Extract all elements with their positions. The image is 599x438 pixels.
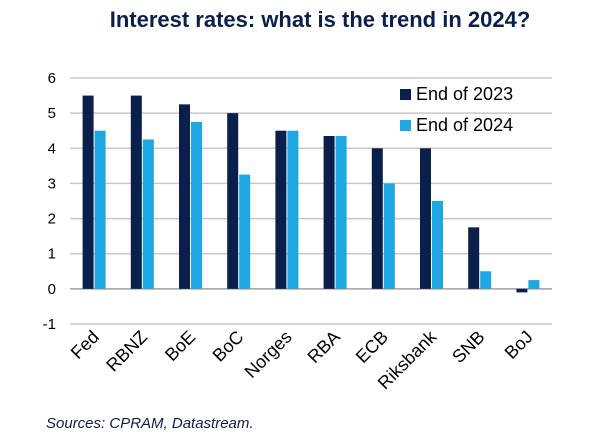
x-tick-label: Norges [241, 327, 296, 382]
bar-norges-end-2023 [275, 130, 287, 289]
bar-ecb-end-2023 [371, 148, 383, 289]
bar-boc-end-2024 [239, 174, 251, 289]
legend-swatch [400, 120, 411, 131]
bars [82, 95, 540, 293]
bar-norges-end-2024 [287, 130, 299, 289]
legend: End of 2023 End of 2024 [400, 84, 513, 135]
bar-ecb-end-2024 [383, 183, 395, 289]
bar-riksbank-end-2024 [432, 201, 443, 289]
bar-fed-end-2024 [94, 130, 106, 289]
bar-snb-end-2024 [480, 271, 492, 289]
y-tick-label: 3 [48, 175, 56, 192]
y-tick-label: 1 [48, 246, 56, 263]
legend-swatch [400, 89, 411, 100]
x-tick-label: RBNZ [102, 327, 151, 376]
x-tick-label: BoJ [501, 327, 537, 363]
bar-rbnz-end-2024 [142, 139, 154, 289]
legend-label: End of 2023 [416, 84, 513, 104]
bar-rbnz-end-2023 [130, 95, 142, 289]
chart-title: Interest rates: what is the trend in 202… [109, 7, 531, 32]
bar-boe-end-2024 [191, 121, 202, 289]
x-tick-label: ECB [352, 327, 392, 367]
bar-rba-end-2023 [323, 135, 335, 289]
x-tick-label: RBA [304, 327, 344, 367]
source-note: Sources: CPRAM, Datastream. [46, 415, 254, 432]
y-tick-label: 4 [48, 140, 56, 157]
y-tick-label: 5 [48, 105, 56, 122]
bar-boe-end-2023 [179, 104, 190, 289]
bar-riksbank-end-2023 [420, 148, 431, 289]
x-tick-label: SNB [448, 327, 488, 367]
bar-rba-end-2024 [335, 135, 347, 289]
y-tick-label: -1 [43, 316, 56, 333]
bar-snb-end-2023 [468, 227, 480, 289]
bar-boj-end-2023 [516, 288, 528, 293]
legend-label: End of 2024 [416, 115, 513, 135]
x-tick-label: BoC [209, 327, 248, 366]
bar-fed-end-2023 [82, 95, 94, 289]
y-tick-label: 6 [48, 70, 56, 87]
y-tick-label: 2 [48, 211, 56, 228]
x-tick-label: BoE [161, 327, 199, 365]
y-tick-label: 0 [48, 281, 56, 298]
bar-boc-end-2023 [227, 113, 239, 289]
bar-boj-end-2024 [528, 280, 540, 289]
x-tick-label: Fed [67, 327, 103, 363]
